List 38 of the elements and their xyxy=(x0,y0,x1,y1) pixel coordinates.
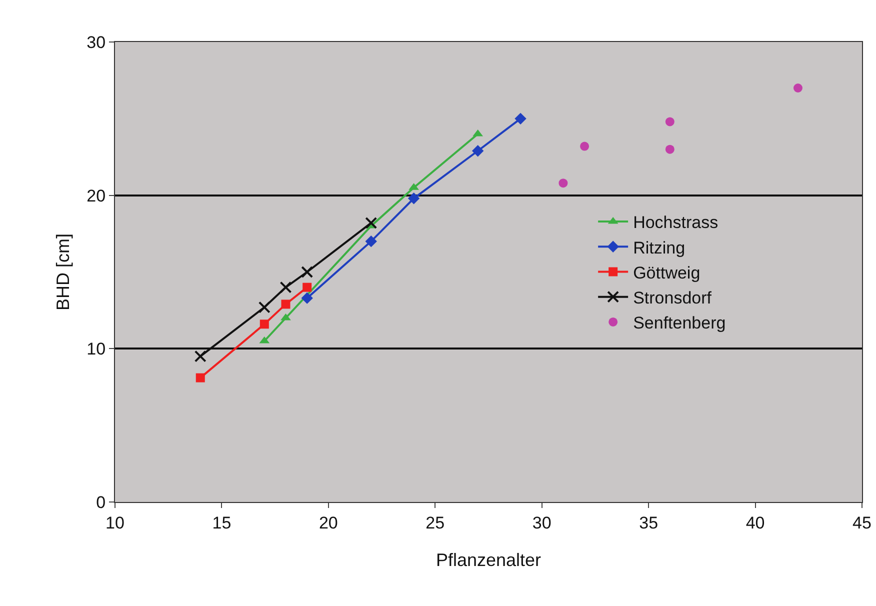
point xyxy=(301,266,314,278)
y-tick-label: 0 xyxy=(96,492,106,512)
y-axis-title: BHD [cm] xyxy=(53,233,73,311)
legend-label: Ritzing xyxy=(633,238,686,258)
point xyxy=(260,320,269,329)
point xyxy=(280,281,292,294)
point xyxy=(665,144,674,154)
x-tick-label: 25 xyxy=(426,513,445,532)
point xyxy=(665,117,674,126)
y-tick-label: 20 xyxy=(86,186,106,206)
point xyxy=(793,84,802,92)
point xyxy=(408,192,420,204)
point xyxy=(281,300,290,309)
x-tick-label: 15 xyxy=(212,513,232,532)
point xyxy=(472,145,484,157)
point xyxy=(258,301,270,314)
point xyxy=(365,216,378,229)
legend-label: Stronsdorf xyxy=(633,288,712,308)
point xyxy=(514,112,526,125)
point xyxy=(365,235,377,248)
point xyxy=(302,282,312,292)
x-axis-title: Pflanzenalter xyxy=(436,550,542,570)
x-tick-label: 35 xyxy=(639,513,658,532)
x-tick-label: 10 xyxy=(106,513,124,532)
legend-label: Göttweig xyxy=(633,263,700,282)
x-tick-label: 45 xyxy=(852,513,872,532)
point xyxy=(558,178,568,188)
x-tick-label: 40 xyxy=(746,513,765,532)
point xyxy=(196,373,205,382)
legend-label: Hochstrass xyxy=(633,213,718,232)
point xyxy=(580,142,590,151)
point xyxy=(301,292,313,304)
y-tick-label: 30 xyxy=(86,32,106,52)
point xyxy=(194,350,206,362)
legend-label: Senftenberg xyxy=(633,314,726,333)
x-tick-label: 20 xyxy=(318,513,338,532)
y-tick-label: 10 xyxy=(86,340,106,359)
x-tick-label: 30 xyxy=(532,513,552,532)
